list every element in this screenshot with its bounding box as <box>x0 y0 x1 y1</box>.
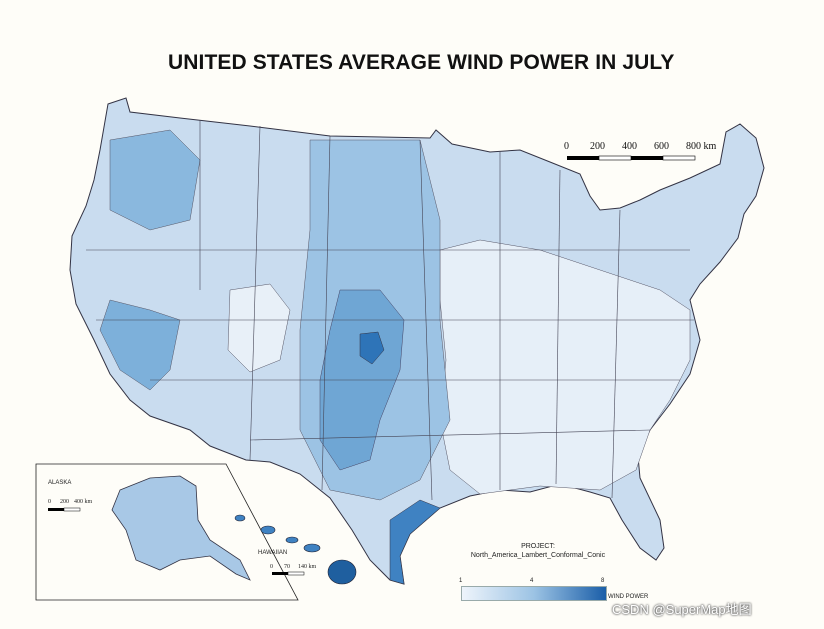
projection-name: North_America_Lambert_Conformal_Conic <box>470 552 606 559</box>
scale-label-200: 200 <box>590 141 605 152</box>
watermark: CSDN @SuperMap地图 <box>612 602 752 617</box>
state-boundaries <box>86 120 694 501</box>
map-title: UNITED STATES AVERAGE WIND POWER IN JULY <box>168 51 675 74</box>
scale-bar: 0 200 400 600 800 km <box>564 141 717 161</box>
alaska-label: ALASKA <box>48 480 71 486</box>
legend-label: WIND POWER <box>608 594 649 600</box>
legend-color-ramp <box>461 586 607 601</box>
great-basin-low-zone <box>227 283 291 373</box>
alaska-scale-400: 400 km <box>74 499 93 505</box>
alaska-shape <box>111 475 251 581</box>
legend-tick-8: 8 <box>601 578 605 584</box>
alaska-scale-bar: 0 200 400 km <box>48 499 93 512</box>
hawaii-scale-140: 140 km <box>298 564 317 570</box>
hawaii-scale-0: 0 <box>270 564 273 570</box>
alaska-scale-200: 200 <box>60 499 69 505</box>
hawaii-islands <box>234 514 357 585</box>
hawaii-scale-70: 70 <box>284 564 290 570</box>
legend-tick-4: 4 <box>530 578 534 584</box>
hawaii-label: HAWAIIAN <box>258 550 287 556</box>
plains-peak-zone <box>359 331 385 365</box>
inset-frame <box>35 463 299 601</box>
scale-label-600: 600 <box>654 141 669 152</box>
gulf-coast-zone <box>389 499 441 585</box>
legend-tick-1: 1 <box>459 578 463 584</box>
northwest-zone <box>109 129 201 231</box>
projection-heading: PROJECT: <box>521 543 555 550</box>
alaska-scale-0: 0 <box>48 499 51 505</box>
scale-label-400: 400 <box>622 141 637 152</box>
hawaii-scale-bar: 0 70 140 km <box>270 564 317 576</box>
projection-note: PROJECT: North_America_Lambert_Conformal… <box>463 542 613 560</box>
scale-label-800: 800 km <box>686 141 717 152</box>
scale-label-0: 0 <box>564 141 569 152</box>
